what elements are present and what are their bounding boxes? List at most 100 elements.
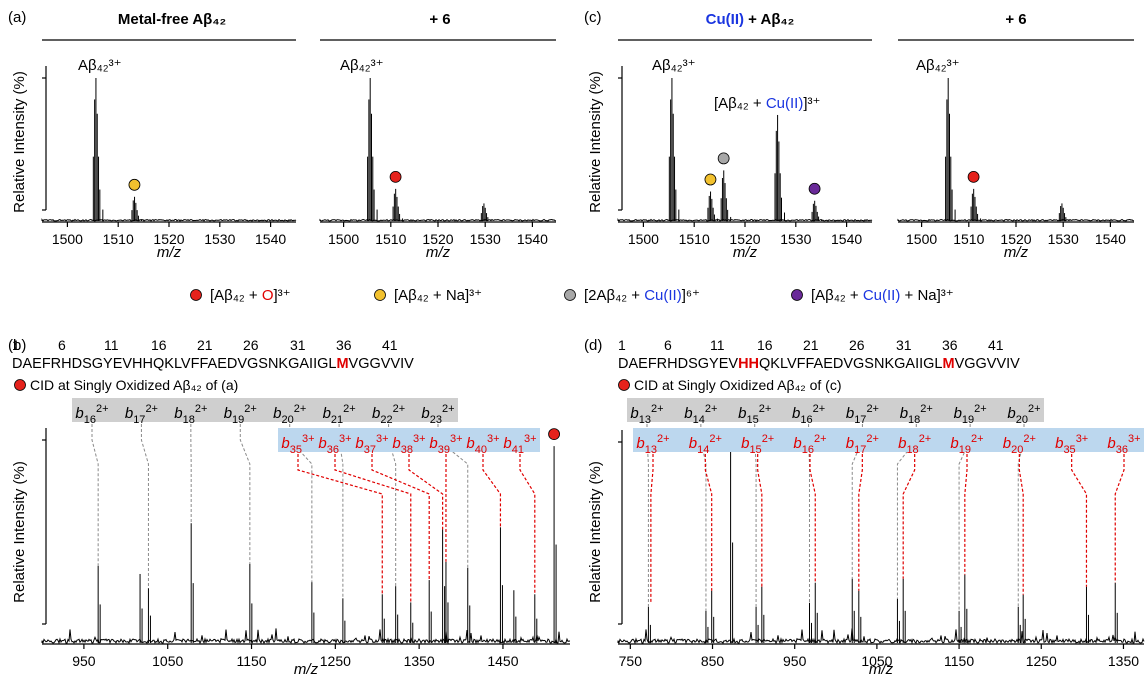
x-tick-label: 1530: [1048, 231, 1079, 247]
x-tick-label: 1510: [103, 231, 134, 247]
sequence-number: 41: [988, 337, 1004, 353]
peak: [97, 565, 101, 643]
cu-adduct-pre: [Aβ₄₂ +: [714, 95, 766, 112]
panel-letter-d: (d): [584, 337, 602, 354]
x-tick-label: 1530: [204, 231, 235, 247]
gray-fragment-label: b202+: [273, 403, 306, 426]
red-fragment-connector: [297, 454, 383, 595]
peak-marker-O: [389, 170, 402, 183]
sequence-number: 1: [12, 337, 20, 353]
x-tick-label: 1540: [1095, 231, 1126, 247]
peak: [395, 586, 399, 643]
sequence-b: 1 6 11 16 21 26 31 36 41 DAEFRHDSGYEVHHQKLVFFAED…: [12, 337, 414, 393]
peak: [958, 610, 962, 643]
peak: [964, 574, 968, 643]
cid-label-d: CID at Singly Oxidized Aβ₄₂ of (c): [634, 377, 842, 393]
legend-dimer: [2Aβ₄₂ + Cu(II)]⁶⁺: [584, 287, 700, 304]
spectrum-baseline: [319, 218, 557, 222]
peak: [761, 586, 765, 643]
gray-fragment-label: b202+: [1007, 403, 1040, 426]
x-tick-label: 1050: [152, 653, 183, 669]
seq-d-oxidized-met: M: [942, 356, 954, 372]
red-fragment-connector: [1114, 454, 1125, 583]
cu-adduct-post: ]³⁺: [803, 95, 820, 112]
gray-fragment-label: b222+: [372, 403, 405, 426]
peak: [647, 606, 651, 643]
x-tick-label: 1520: [422, 231, 453, 247]
red-fragment-label: b182+: [898, 433, 931, 456]
peak: [730, 442, 734, 643]
title-plus6-a: + 6: [429, 11, 450, 28]
sequence-number: 11: [710, 337, 725, 353]
red-fragment-label: b192+: [950, 433, 983, 456]
red-fragment-connector: [334, 454, 412, 603]
x-tick-label: 1050: [861, 653, 892, 669]
red-fragment-connector: [1018, 454, 1024, 595]
legend-oxidized: [Aβ₄₂ + O]³⁺: [210, 287, 291, 304]
legend-oxidized-c: ]³⁺: [274, 287, 291, 304]
x-tick-label: 1530: [780, 231, 811, 247]
cid-label-b: CID at Singly Oxidized Aβ₄₂ of (a): [30, 377, 238, 393]
sequence-number: 36: [336, 337, 352, 353]
red-fragment-connector: [1071, 454, 1088, 587]
gray-fragment-band: [627, 398, 1044, 422]
red-fragment-label: b353+: [281, 433, 314, 456]
chart-a-left: 1500 1510 1520 1530 1540 m/z: [41, 66, 297, 261]
cid-dot-d: [618, 379, 630, 391]
gray-fragment-label: b182+: [174, 403, 207, 426]
peak: [1017, 606, 1021, 643]
red-fragment-label: b142+: [689, 433, 722, 456]
seq-d-his: HH: [738, 356, 759, 372]
sequence-numbers-b: 1 6 11 16 21 26 31 36 41: [12, 337, 398, 353]
spectrum-baseline: [897, 218, 1135, 222]
peak: [367, 78, 378, 221]
legend-oxidized-o: O: [262, 287, 274, 304]
cu-adduct-cu: Cu(II): [766, 95, 804, 112]
peak: [147, 588, 151, 643]
sequence-d: 1 6 11 16 21 26 31 36 41 DAEFRHDSGYEVHHQKLVFFAED…: [618, 337, 1020, 393]
legend-dot-dimer: [564, 289, 576, 301]
peak-marker-Na: [128, 178, 141, 191]
peak-marker-Na: [704, 173, 717, 186]
red-fragment-label: b202+: [1003, 433, 1036, 456]
red-fragment-band: [278, 428, 540, 452]
ylabel-a: Relative Intensity (%): [11, 71, 28, 213]
red-fragment-label: b363+: [318, 433, 351, 456]
title-plus6-c: + 6: [1005, 11, 1026, 28]
x-axis-label: m/z: [733, 244, 758, 261]
x-tick-label: 1520: [1000, 231, 1031, 247]
peak: [139, 573, 143, 643]
gray-fragment-connector: [91, 424, 99, 566]
x-tick-label: 1150: [236, 653, 266, 669]
chart-b: 950 1050 1150 1250 1350 1450 m/z b162+ b172+ b182…: [41, 398, 571, 678]
panel-letter-b: (b): [8, 337, 26, 354]
legend-oxidized-a: [Aβ₄₂ +: [210, 287, 262, 304]
peak: [92, 78, 104, 221]
spectrum-baseline: [41, 218, 297, 222]
x-tick-label: 1540: [517, 231, 548, 247]
spectrum-baseline: [617, 628, 1145, 645]
legend-cu-sodium: [Aβ₄₂ + Cu(II) + Na]³⁺: [811, 287, 954, 304]
ylabel-d: Relative Intensity (%): [587, 461, 604, 603]
gray-fragment-connector: [239, 424, 251, 564]
peak: [513, 590, 517, 643]
ylabel-c: Relative Intensity (%): [587, 71, 604, 213]
red-fragment-label: b373+: [355, 433, 388, 456]
red-fragment-connector: [704, 454, 713, 591]
sequence-number: 31: [896, 337, 912, 353]
seq-b-pre: DAEFRHDSGYEVHHQKLVFFAEDVGSNKGAIIGL: [12, 356, 336, 372]
legend-cusodium-cu: Cu(II): [863, 287, 901, 304]
gray-fragment-label: b192+: [224, 403, 257, 426]
peak: [945, 78, 956, 221]
peak-marker-O: [967, 170, 980, 183]
legend-dimer-cu: Cu(II): [644, 287, 682, 304]
legend-dimer-c: ]⁶⁺: [682, 287, 700, 304]
sequence-number: 6: [58, 337, 66, 353]
x-tick-label: 850: [701, 653, 725, 669]
peak-marker-2Cu: [717, 152, 730, 165]
peak: [381, 594, 385, 643]
peak: [249, 563, 253, 643]
x-tick-label: 1510: [375, 231, 406, 247]
peak: [858, 590, 862, 643]
gray-fragment-label: b162+: [792, 403, 825, 426]
